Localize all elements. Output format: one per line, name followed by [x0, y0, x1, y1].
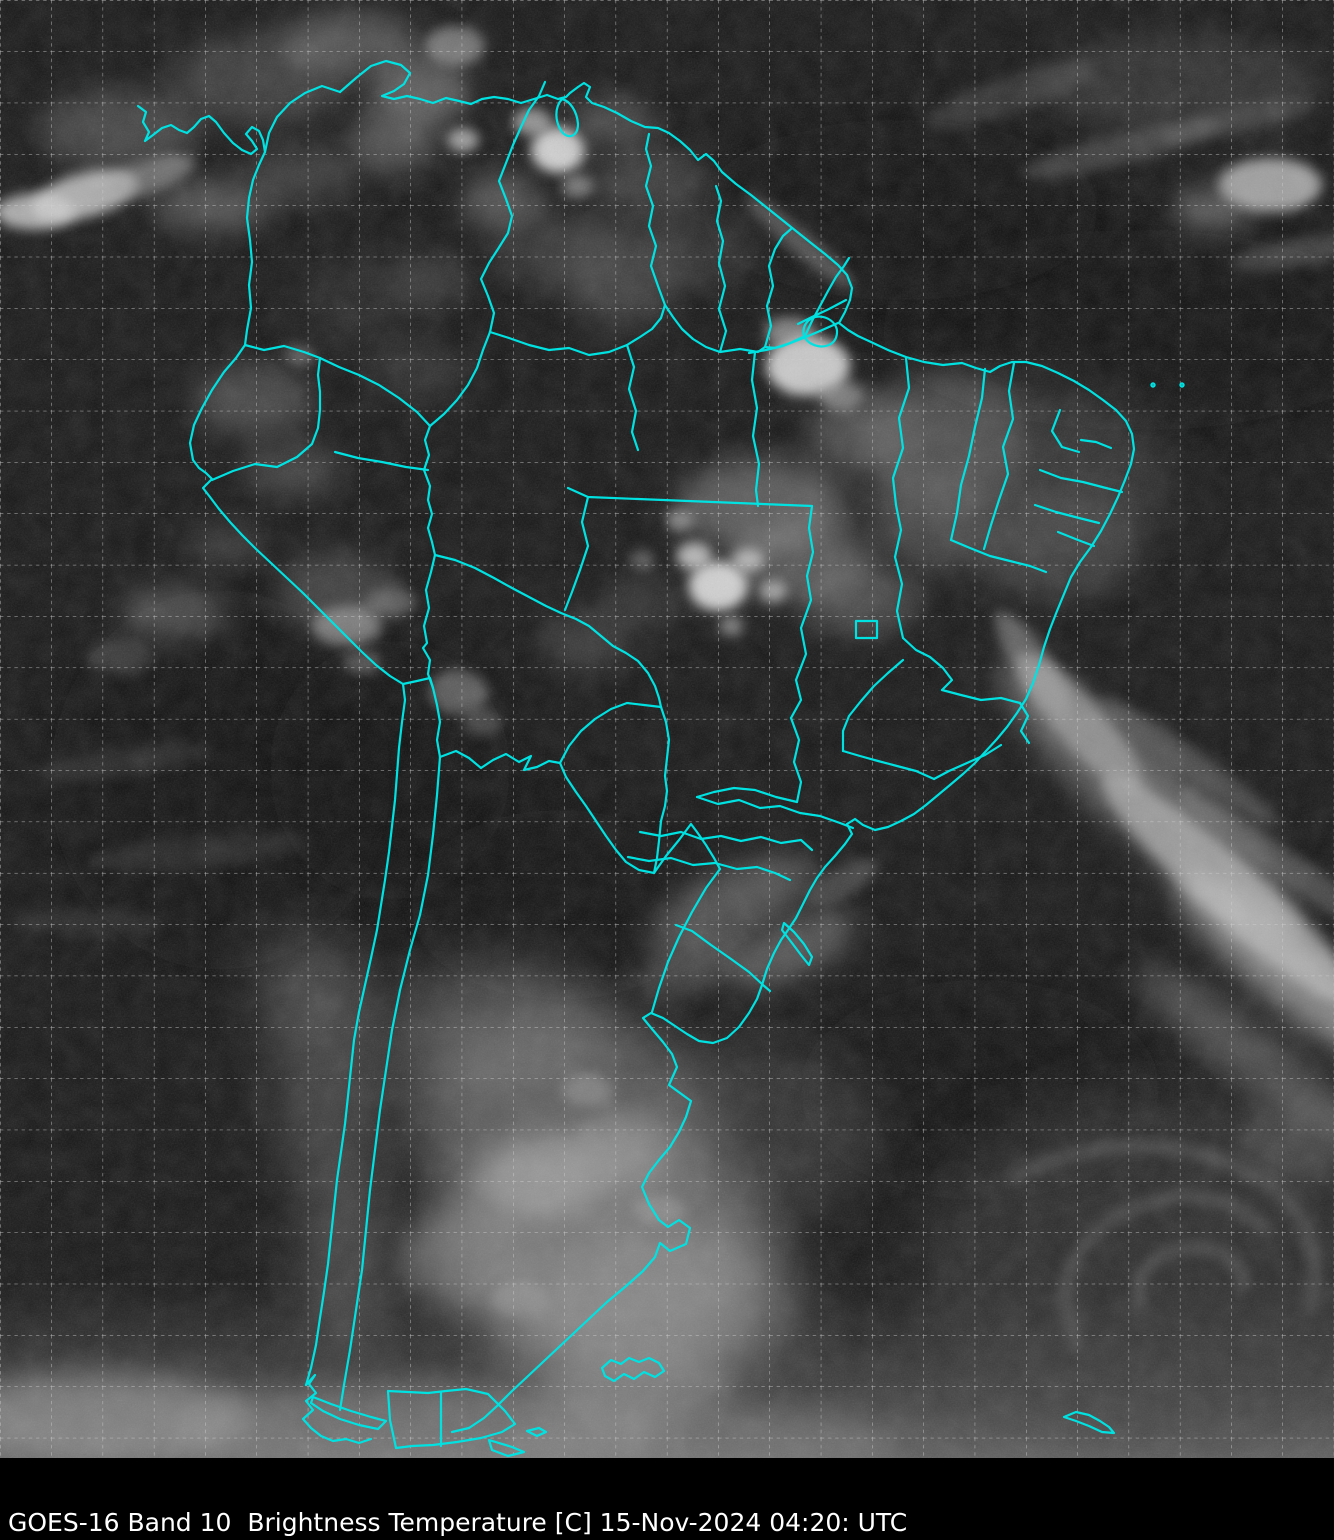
border-suriname-frguiana	[763, 227, 793, 349]
border-argentina-uruguay-river	[650, 867, 722, 1014]
lagoa-dos-patos	[780, 921, 814, 967]
border-bolivia-brazil	[433, 553, 663, 709]
satellite-map	[0, 0, 1334, 1458]
border-paraguay-brazil	[652, 705, 671, 875]
border-ecuador-peru	[210, 356, 322, 482]
border-colombia-brazil	[428, 330, 492, 428]
brazil-state-borders	[563, 298, 1124, 882]
border-colombia-venezuela	[479, 80, 547, 334]
border-argentina-chile	[338, 755, 442, 1412]
lake-maracaibo	[555, 97, 580, 138]
pacific-coastline	[188, 84, 407, 1387]
panama-coastline	[136, 104, 267, 156]
border-peru-bolivia-chile	[421, 553, 442, 759]
border-peru-brazil	[422, 424, 437, 557]
caption-bar: GOES-16 Band 10 Brightness Temperature […	[0, 1458, 1334, 1540]
border-acre-line	[333, 450, 430, 472]
border-bolivia-argentina	[438, 749, 562, 772]
fernando-de-noronha-islets	[1150, 382, 1185, 388]
border-paraguay-argentina	[558, 761, 656, 875]
border-colombia-peru	[318, 356, 432, 428]
border-guyana-suriname	[714, 184, 728, 354]
country-state-borders	[136, 59, 1185, 1458]
caption-text: GOES-16 Band 10 Brightness Temperature […	[8, 1507, 908, 1537]
tierra-del-fuego	[301, 1373, 548, 1458]
border-bolivia-paraguay	[558, 701, 663, 765]
border-misiones	[652, 822, 722, 875]
border-brazil-uruguay	[674, 923, 772, 993]
falkland-islands	[600, 1356, 666, 1383]
south-georgia-island	[1062, 1410, 1116, 1435]
border-venezuela-guyana	[644, 132, 667, 307]
border-venezuela-brazil	[488, 303, 667, 357]
atlantic-coastline	[338, 59, 1136, 1434]
border-peru-chile	[401, 676, 435, 690]
isla-de-los-estados	[525, 1426, 548, 1438]
border-guianas-brazil	[663, 256, 851, 354]
border-ecuador-colombia	[243, 343, 322, 360]
